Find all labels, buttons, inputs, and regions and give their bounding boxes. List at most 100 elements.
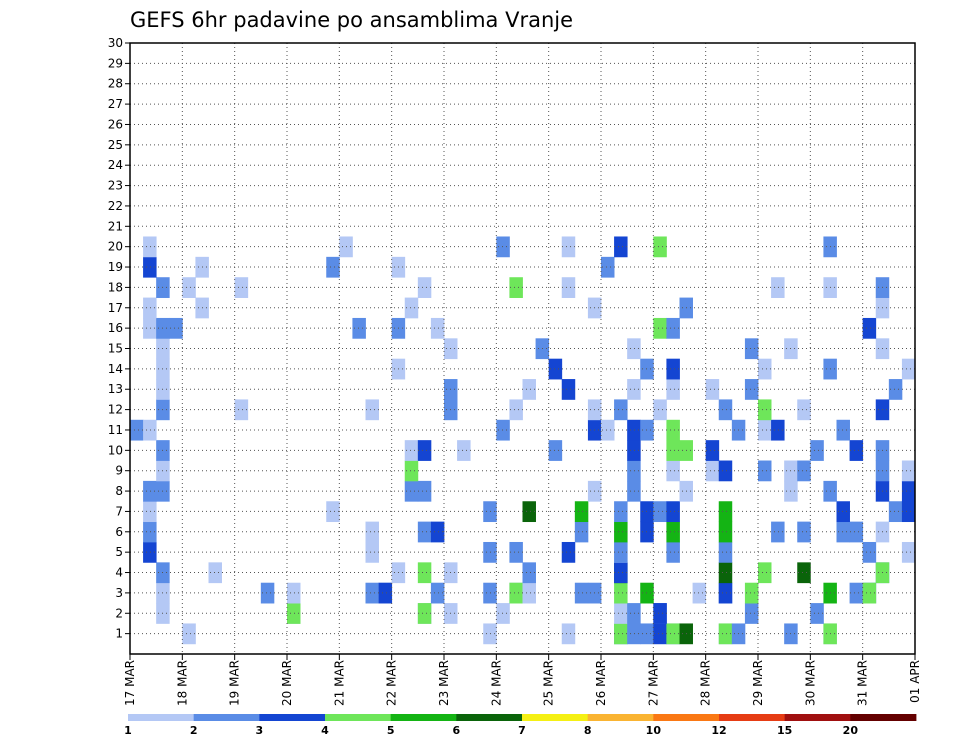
heatmap-cell [666,440,680,461]
heatmap-cell [483,541,497,563]
heatmap-cell [614,562,628,584]
heatmap-cell [666,521,680,543]
heatmap-cell [862,541,877,563]
heatmap-cell [901,480,916,502]
heatmap-cell [404,440,419,461]
heatmap-cell [365,582,379,604]
chart-title: GEFS 6hr padavine po ansamblima Vranje [130,8,573,32]
colorbar-label: 12 [711,724,726,737]
x-tick-label: 30 MAR [803,660,817,706]
heatmap-cells [130,236,916,645]
heatmap-cell [758,460,772,482]
heatmap-cell [705,440,720,461]
heatmap-cell [627,480,641,502]
x-tick-label: 28 MAR [699,660,713,706]
heatmap-cell [417,440,432,461]
heatmap-cell [836,521,850,543]
heatmap-cell [862,317,877,339]
heatmap-cell [718,501,733,523]
y-tick-label: 30 [108,36,123,50]
heatmap-cell [430,582,445,604]
heatmap-cell [771,521,785,543]
y-tick-label: 8 [115,484,123,498]
y-tick-label: 16 [108,321,123,335]
heatmap-cell [718,521,733,543]
heatmap-cell [901,541,916,563]
heatmap-cell [522,562,536,584]
y-tick-label: 27 [108,97,123,111]
heatmap-cell [836,501,850,523]
heatmap-cell [561,541,576,563]
heatmap-cell [457,440,471,461]
y-tick-label: 19 [108,260,123,274]
heatmap-cell [901,460,916,482]
heatmap-cell [627,419,641,441]
colorbar-label: 3 [256,724,264,737]
colorbar-label: 20 [843,724,859,737]
y-tick-label: 11 [108,423,123,437]
heatmap-cell [758,419,772,441]
y-tick-label: 1 [115,627,123,641]
heatmap-cell [744,603,759,624]
heatmap-cell [561,379,576,400]
y-tick-label: 23 [108,179,123,193]
heatmap-cell [718,582,733,604]
heatmap-cell [614,521,628,543]
heatmap-cell [797,399,811,421]
x-tick-label: 20 MAR [280,660,294,706]
colorbar-swatch [587,714,654,721]
heatmap-cell [143,541,157,563]
heatmap-cell [849,582,864,604]
heatmap-cell [614,623,628,645]
heatmap-cell [718,623,733,645]
y-tick-label: 7 [115,504,123,518]
heatmap-cell [509,541,523,563]
colorbar-label: 4 [321,724,329,737]
heatmap-cell [522,501,536,523]
heatmap-cell [718,541,733,563]
heatmap-cell [182,623,196,645]
colorbar-swatch [522,714,589,721]
heatmap-cell [627,338,641,360]
y-tick-label: 6 [115,525,123,539]
heatmap-cell [601,419,615,441]
colorbar-swatch [850,714,917,721]
heatmap-cell [574,501,589,523]
heatmap-cell [862,582,877,604]
heatmap-cell [143,480,157,502]
y-tick-label: 25 [108,138,123,152]
heatmap-cell [888,501,903,523]
heatmap-cell [260,582,275,604]
heatmap-cell [417,480,432,502]
heatmap-cell [522,379,536,400]
heatmap-cell [483,582,497,604]
colorbar-swatch [456,714,523,721]
colorbar-swatch [325,714,392,721]
heatmap-cell [143,256,157,278]
x-axis: 17 MAR 18 MAR 19 MAR 20 MAR 21 MAR 22 MAR 23 M… [123,654,922,706]
y-tick-label: 9 [115,464,123,478]
heatmap-cell [417,603,432,624]
heatmap-cell [653,317,667,339]
heatmap-cell [718,399,733,421]
heatmap-cell [901,358,916,380]
y-tick-label: 10 [108,443,123,457]
heatmap-cell [653,501,667,523]
y-tick-label: 26 [108,117,123,131]
y-tick-label: 28 [108,77,123,91]
grid-lines [130,42,915,654]
x-tick-label: 17 MAR [123,660,137,706]
heatmap-cell [143,419,157,441]
y-tick-label: 17 [108,301,123,315]
heatmap-cell [744,379,759,400]
y-tick-label: 4 [115,566,123,580]
heatmap-cell [836,419,850,441]
heatmap-cell [496,419,510,441]
heatmap-cell [627,379,641,400]
heatmap-cell [483,623,497,645]
heatmap-cell [574,521,589,543]
heatmap-cell [404,460,419,482]
heatmap-cell [627,623,641,645]
heatmap-cell [548,440,563,461]
heatmap-cell [810,603,824,624]
